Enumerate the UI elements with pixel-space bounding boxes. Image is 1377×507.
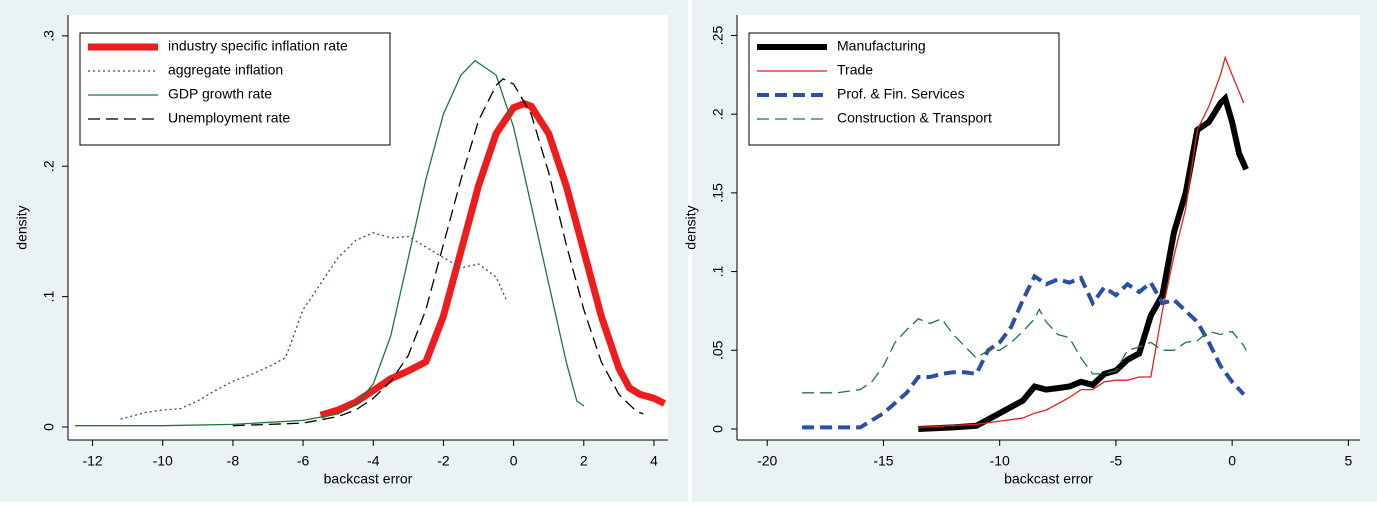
- series-line: [319, 99, 667, 419]
- legend-box: [79, 32, 391, 146]
- x-tick-label: -10: [153, 453, 173, 469]
- y-tick-label: .2: [41, 160, 57, 172]
- y-axis-label: density: [683, 205, 699, 249]
- x-tick-label: -15: [873, 453, 893, 469]
- y-tick-label: .25: [710, 26, 726, 46]
- series-line: [918, 92, 1249, 432]
- x-tick-label: -6: [297, 453, 310, 469]
- x-tick-label: -8: [227, 453, 240, 469]
- x-tick-label: -5: [1110, 453, 1123, 469]
- x-axis-label: backcast error: [1004, 471, 1093, 487]
- x-tick-label: 0: [1228, 453, 1236, 469]
- x-tick-label: -12: [82, 453, 102, 469]
- y-tick-label: .15: [710, 183, 726, 203]
- legend-box: [748, 32, 1060, 146]
- series-line: [232, 78, 644, 427]
- x-tick-label: -20: [757, 453, 777, 469]
- y-tick-label: .2: [710, 108, 726, 120]
- series-line: [120, 232, 508, 420]
- y-tick-label: .3: [41, 30, 57, 42]
- legend-label: Prof. & Fin. Services: [837, 86, 965, 102]
- y-tick-label: .05: [710, 340, 726, 360]
- y-axis-label: density: [14, 205, 30, 249]
- legend-label: aggregate inflation: [168, 62, 283, 78]
- x-tick-label: -2: [437, 453, 450, 469]
- y-tick-label: 0: [41, 423, 57, 431]
- legend-label: Construction & Transport: [837, 110, 992, 126]
- x-tick-label: 2: [580, 453, 588, 469]
- x-tick-label: -10: [990, 453, 1010, 469]
- y-tick-label: .1: [41, 291, 57, 303]
- legend-label: Manufacturing: [837, 38, 926, 54]
- series-line: [802, 308, 1247, 394]
- series-line: [802, 273, 1246, 430]
- legend-label: Unemployment rate: [168, 110, 290, 126]
- series-line: [918, 55, 1245, 429]
- y-tick-label: .1: [710, 266, 726, 278]
- x-tick-label: 4: [650, 453, 658, 469]
- x-tick-label: 0: [510, 453, 518, 469]
- x-axis-label: backcast error: [324, 471, 413, 487]
- y-tick-label: 0: [710, 425, 726, 433]
- legend-label: industry specific inflation rate: [168, 38, 348, 54]
- legend-label: GDP growth rate: [168, 86, 272, 102]
- x-tick-label: 5: [1344, 453, 1352, 469]
- legend-label: Trade: [837, 62, 873, 78]
- x-tick-label: -4: [367, 453, 380, 469]
- series-line: [75, 59, 585, 427]
